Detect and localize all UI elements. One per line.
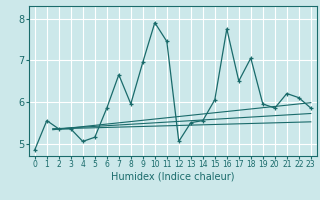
X-axis label: Humidex (Indice chaleur): Humidex (Indice chaleur) — [111, 172, 235, 182]
